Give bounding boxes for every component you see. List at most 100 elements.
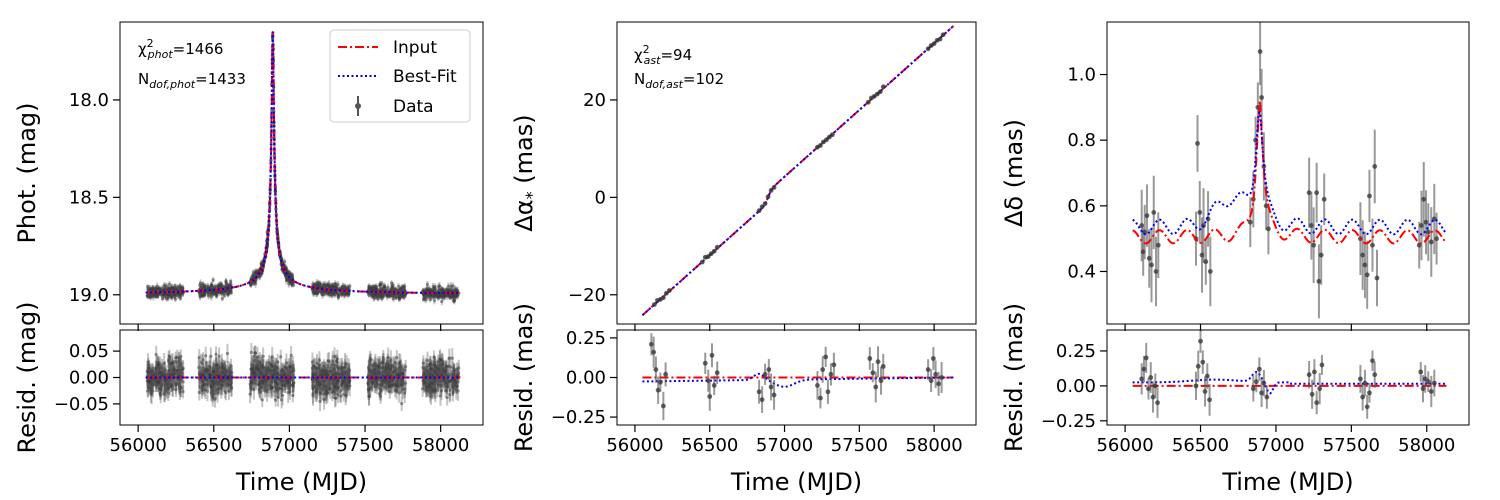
data-point [157, 380, 161, 385]
data-point [211, 395, 215, 399]
data-point [425, 282, 429, 286]
data-point [167, 368, 171, 372]
data-point [219, 383, 224, 387]
data-point [338, 366, 342, 370]
data-point [212, 373, 216, 377]
data-point [146, 360, 150, 364]
data-point [169, 285, 174, 289]
data-point [150, 382, 155, 386]
data-point [214, 370, 218, 374]
data-point [160, 366, 164, 370]
data-point [248, 392, 252, 396]
bestfit-model-line [145, 31, 461, 295]
data-point [271, 365, 275, 369]
data-point [336, 378, 340, 382]
data-point [206, 291, 210, 295]
data-point [171, 387, 175, 391]
data-point [224, 289, 228, 293]
data-point [146, 386, 150, 390]
data-point [340, 292, 344, 296]
data-point [426, 294, 431, 298]
legend-frame [329, 29, 471, 123]
data-point [181, 380, 185, 384]
data-point [275, 371, 280, 375]
data-point [224, 279, 228, 283]
data-point [273, 189, 277, 193]
data-point [335, 357, 339, 361]
data-point [281, 383, 285, 387]
data-point [327, 359, 331, 364]
data-point [270, 355, 274, 359]
data-point [449, 284, 453, 288]
data-point [284, 361, 289, 365]
data-point [274, 398, 278, 402]
data-point [333, 282, 337, 286]
data-point [170, 372, 175, 377]
data-point [390, 281, 394, 285]
data-point [210, 388, 214, 392]
data-point [289, 279, 293, 283]
data-point [322, 292, 326, 297]
data-point [252, 387, 256, 391]
data-point [279, 379, 283, 383]
data-point [227, 286, 231, 291]
data-point [221, 366, 225, 370]
data-point [215, 391, 220, 395]
data-point [229, 380, 233, 384]
data-point [254, 382, 258, 386]
data-point [333, 363, 337, 367]
data-point [146, 370, 151, 374]
data-point [177, 372, 182, 376]
data-point [154, 295, 158, 299]
data-point [318, 382, 322, 386]
data-point [177, 381, 181, 385]
data-point [222, 380, 226, 384]
data-point [202, 388, 207, 392]
data-point [341, 380, 345, 384]
data-point [269, 371, 273, 376]
data-point [162, 392, 166, 396]
data-point [276, 382, 280, 386]
data-point [161, 293, 166, 297]
data-point [344, 292, 348, 296]
data-point [273, 389, 277, 393]
data-point [440, 299, 444, 304]
data-point [212, 367, 216, 371]
data-point [155, 363, 159, 367]
chi2-value: =1466 [173, 40, 224, 58]
data-point [228, 378, 232, 382]
data-point [151, 389, 155, 393]
data-point [202, 284, 207, 288]
input-model-line [145, 31, 461, 295]
photometry-residual-panel: 56000 56500 57000 57500 580000.050.00−0.05Re… [13, 301, 484, 496]
data-point [171, 368, 175, 372]
data-point [261, 354, 265, 358]
data-point [171, 361, 175, 365]
data-point [145, 294, 149, 298]
data-point [162, 361, 166, 365]
data-point [215, 368, 219, 372]
data-point [444, 287, 449, 292]
data-point [267, 360, 271, 365]
data-point [209, 385, 213, 389]
data-point [214, 352, 218, 356]
ndof-value: =1433 [195, 70, 246, 88]
y-tick-label: 18.5 [69, 187, 109, 208]
data-point [380, 282, 384, 286]
data-point [174, 387, 178, 392]
data-point [249, 381, 253, 385]
data-point [151, 370, 155, 375]
data-point [217, 366, 222, 370]
y-tick-label: 18.0 [69, 90, 109, 111]
data-point [201, 358, 205, 362]
data-point [229, 364, 233, 368]
data-point [224, 373, 228, 378]
chi2-text: χ2 phot=1466 [138, 37, 223, 61]
data-point [150, 368, 154, 372]
data-point [314, 291, 319, 295]
data-point [217, 354, 221, 358]
data-point [402, 295, 406, 299]
data-point [322, 284, 327, 288]
data-point [345, 384, 350, 388]
data-point [179, 354, 183, 358]
